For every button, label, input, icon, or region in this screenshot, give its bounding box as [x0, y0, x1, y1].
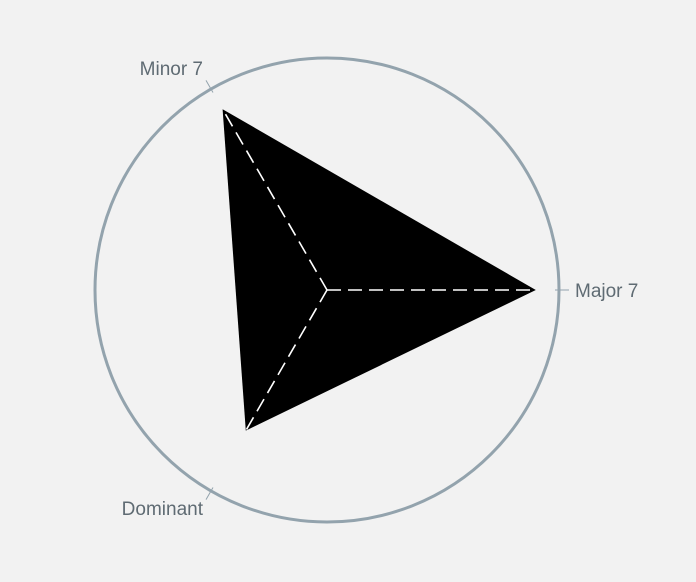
axis-tick-2	[205, 487, 214, 500]
spoke-1	[221, 108, 328, 291]
labels-group: Major 7 Minor 7 Dominant	[122, 59, 639, 520]
spokes-group	[221, 108, 536, 432]
ticks-group	[205, 80, 569, 500]
axis-label-major-7: Major 7	[575, 281, 638, 302]
spoke-2	[245, 289, 328, 432]
axis-tick-1	[205, 80, 214, 93]
data-area	[222, 109, 536, 431]
axis-label-minor-7: Minor 7	[140, 59, 203, 80]
axis-label-dominant: Dominant	[122, 499, 204, 520]
